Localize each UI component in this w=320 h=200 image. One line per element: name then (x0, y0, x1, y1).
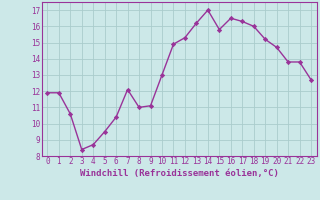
X-axis label: Windchill (Refroidissement éolien,°C): Windchill (Refroidissement éolien,°C) (80, 169, 279, 178)
